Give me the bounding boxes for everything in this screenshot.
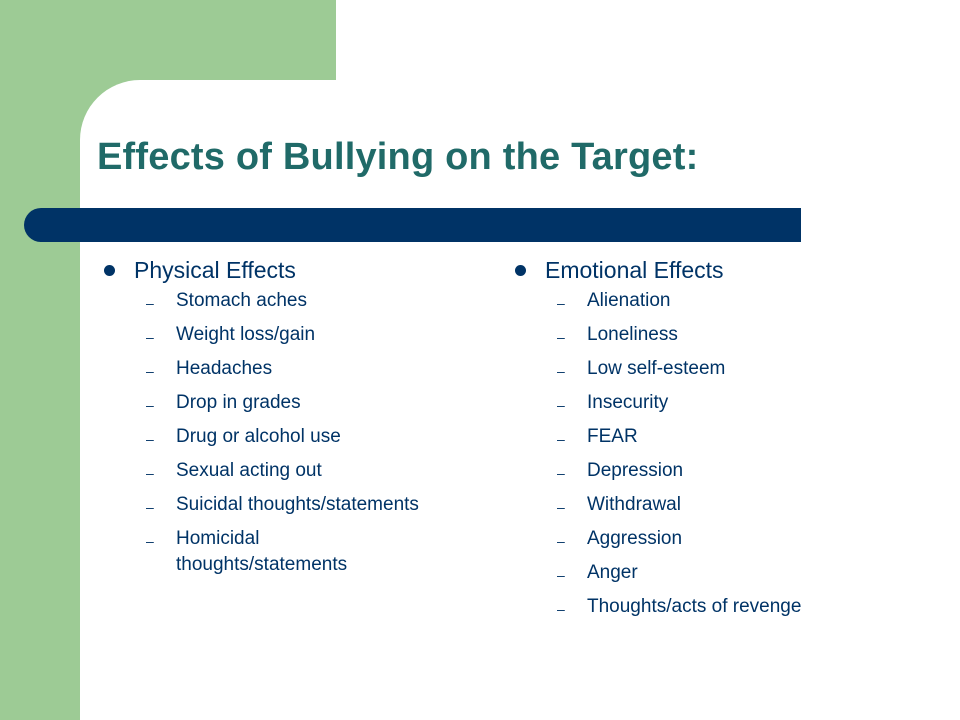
dash-icon: – (146, 533, 154, 549)
list-item: – Insecurity (511, 390, 911, 416)
content-panel (80, 80, 960, 720)
list-item: – Anger (511, 560, 911, 586)
list-item: – Loneliness (511, 322, 911, 348)
emotional-effects-heading: Emotional Effects (511, 254, 911, 286)
list-item: – Aggression (511, 526, 911, 552)
dash-icon: – (557, 601, 565, 617)
physical-effects-column: Physical Effects – Stomach aches – Weight … (100, 254, 430, 586)
dash-icon: – (146, 465, 154, 481)
list-item: – Withdrawal (511, 492, 911, 518)
dash-icon: – (146, 295, 154, 311)
title-bar-notch (40, 225, 80, 242)
list-item: – Low self-esteem (511, 356, 911, 382)
emotional-effects-list: – Alienation – Loneliness – Low self-esteem… (511, 288, 911, 620)
list-item: – Drug or alcohol use (100, 424, 430, 450)
list-item: – Homicidal thoughts/statements (146, 528, 348, 575)
list-item: – Drop in grades (100, 390, 430, 416)
list-item: – Weight loss/gain (100, 322, 430, 348)
dash-icon: – (557, 295, 565, 311)
physical-effects-list: – Stomach aches – Weight loss/gain – Headac… (100, 288, 430, 578)
dash-icon: – (557, 363, 565, 379)
dash-icon: – (557, 533, 565, 549)
dash-icon: – (557, 397, 565, 413)
dash-icon: – (557, 465, 565, 481)
dash-icon: – (557, 431, 565, 447)
title-underline-bar (24, 208, 801, 242)
physical-effects-heading-text: Physical Effects (134, 257, 296, 283)
dash-icon: – (557, 499, 565, 515)
list-item: – Stomach aches (100, 288, 430, 314)
bullet-icon (104, 265, 115, 276)
dash-icon: – (146, 363, 154, 379)
list-item: – FEAR (511, 424, 911, 450)
emotional-effects-heading-text: Emotional Effects (545, 257, 724, 283)
list-item: – Suicidal thoughts/statements (100, 492, 430, 518)
bullet-icon (515, 265, 526, 276)
dash-icon: – (146, 499, 154, 515)
list-item: – Sexual acting out (100, 458, 430, 484)
list-item: – Alienation (511, 288, 911, 314)
list-item: – Headaches (100, 356, 430, 382)
dash-icon: – (557, 329, 565, 345)
physical-effects-heading: Physical Effects (100, 254, 430, 286)
dash-icon: – (146, 431, 154, 447)
slide-title: Effects of Bullying on the Target: (97, 136, 699, 178)
dash-icon: – (146, 397, 154, 413)
list-item: – Depression (511, 458, 911, 484)
dash-icon: – (146, 329, 154, 345)
dash-icon: – (557, 567, 565, 583)
list-item: – Thoughts/acts of revenge (511, 594, 911, 620)
emotional-effects-column: Emotional Effects – Alienation – Lonelines… (511, 254, 911, 628)
